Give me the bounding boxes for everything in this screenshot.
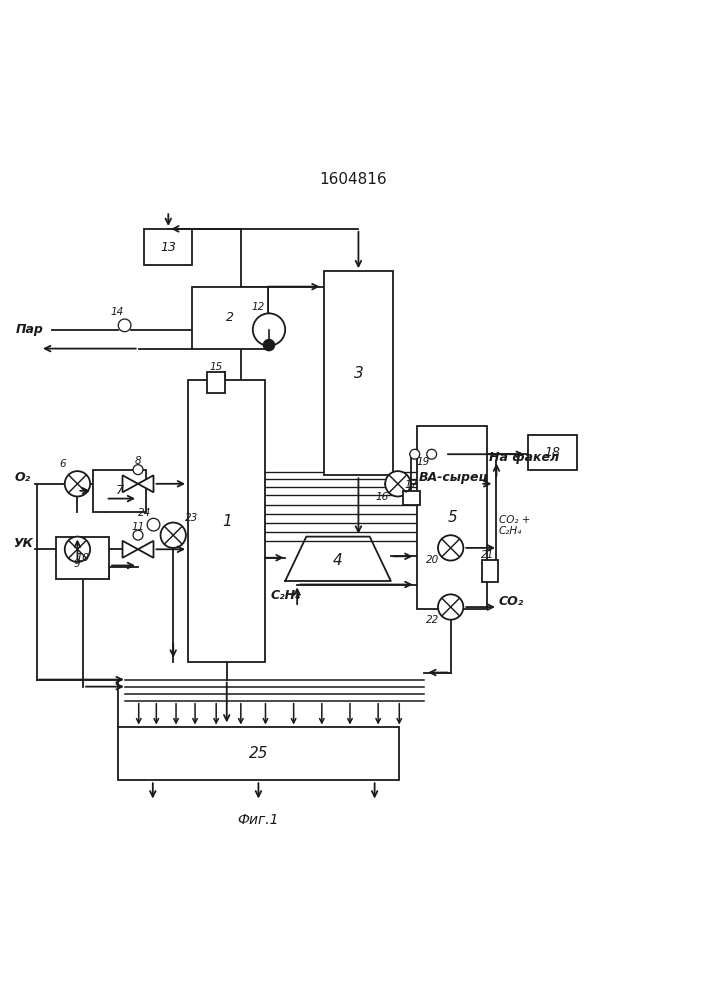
Circle shape xyxy=(65,537,90,562)
Text: 24: 24 xyxy=(138,508,151,518)
Circle shape xyxy=(160,523,186,548)
Text: 20: 20 xyxy=(426,555,440,565)
Text: 4: 4 xyxy=(333,553,343,568)
Text: C₂H₄: C₂H₄ xyxy=(270,589,301,602)
Text: УК: УК xyxy=(13,537,33,550)
Polygon shape xyxy=(138,541,153,558)
Text: 1604816: 1604816 xyxy=(320,172,387,187)
Bar xyxy=(207,372,226,393)
Text: 18: 18 xyxy=(545,446,561,459)
Polygon shape xyxy=(122,475,138,492)
Text: CO₂: CO₂ xyxy=(498,595,524,608)
Text: 7: 7 xyxy=(115,484,123,497)
Text: 1: 1 xyxy=(222,514,232,529)
Bar xyxy=(192,287,267,349)
Circle shape xyxy=(438,535,463,561)
Text: 22: 22 xyxy=(426,615,440,625)
Circle shape xyxy=(385,471,411,496)
Text: 14: 14 xyxy=(110,307,124,317)
Bar xyxy=(324,271,393,475)
Polygon shape xyxy=(285,537,391,581)
Text: 9: 9 xyxy=(74,559,80,569)
Text: На факел: На факел xyxy=(489,451,559,464)
Text: Фиг.1: Фиг.1 xyxy=(238,813,279,827)
Text: 5: 5 xyxy=(448,510,457,525)
Circle shape xyxy=(253,313,285,346)
Text: CO₂ +: CO₂ + xyxy=(498,515,530,525)
Bar xyxy=(188,380,265,662)
Polygon shape xyxy=(122,541,138,558)
Bar xyxy=(144,229,192,265)
Circle shape xyxy=(133,465,143,475)
Text: 2: 2 xyxy=(226,311,233,324)
Bar xyxy=(482,560,498,582)
Text: 17: 17 xyxy=(404,480,417,490)
Bar xyxy=(93,470,146,512)
Circle shape xyxy=(133,530,143,540)
Circle shape xyxy=(147,518,160,531)
Circle shape xyxy=(118,319,131,332)
Text: 21: 21 xyxy=(481,550,495,560)
Text: 8: 8 xyxy=(135,456,141,466)
Circle shape xyxy=(264,339,274,351)
Bar xyxy=(403,491,420,505)
Text: 13: 13 xyxy=(160,241,176,254)
Circle shape xyxy=(65,471,90,496)
Text: 6: 6 xyxy=(60,459,66,469)
Text: 16: 16 xyxy=(375,492,388,502)
Circle shape xyxy=(438,594,463,620)
Bar xyxy=(117,727,399,780)
Bar xyxy=(528,435,578,470)
Text: O₂: O₂ xyxy=(14,471,30,484)
Circle shape xyxy=(410,449,420,459)
Text: 15: 15 xyxy=(209,362,223,372)
Text: 11: 11 xyxy=(132,522,145,532)
Text: C₂H₄: C₂H₄ xyxy=(498,526,522,536)
Text: 10: 10 xyxy=(76,553,90,563)
Text: 19: 19 xyxy=(417,457,430,467)
Text: 12: 12 xyxy=(252,302,264,312)
Text: ВА-сырец: ВА-сырец xyxy=(419,471,489,484)
Circle shape xyxy=(427,449,437,459)
Text: 3: 3 xyxy=(354,366,363,381)
Bar xyxy=(57,537,109,579)
Text: Пар: Пар xyxy=(16,323,43,336)
Text: 23: 23 xyxy=(185,513,199,523)
Text: 25: 25 xyxy=(249,746,268,761)
Bar xyxy=(417,426,487,609)
Polygon shape xyxy=(138,475,153,492)
